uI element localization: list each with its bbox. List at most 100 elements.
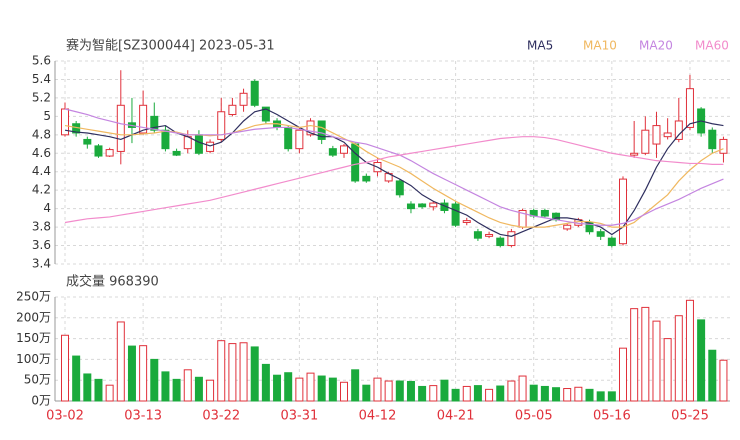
chart-title: 赛为智能[SZ300044] 2023-05-31 (66, 38, 275, 54)
volume-bar (239, 342, 248, 402)
volume-bar (194, 376, 203, 402)
volume-bar (105, 384, 114, 402)
volume-bar (362, 384, 371, 402)
y-tick-label: 3.8 (32, 220, 51, 234)
volume-bar (685, 299, 694, 402)
volume-bar (206, 379, 215, 402)
y-tick-label: 4 (43, 201, 51, 215)
x-tick-label: 03-02 (46, 409, 84, 424)
volume-bar (708, 349, 717, 402)
candle-body (362, 175, 371, 182)
volume-bar (261, 363, 270, 402)
volume-bar (473, 385, 482, 402)
x-tick-label: 05-16 (593, 409, 631, 424)
volume-bar (563, 388, 572, 402)
ma-line (64, 136, 724, 224)
candle-body (250, 80, 259, 106)
candle-body (685, 88, 694, 128)
candle-body (328, 148, 337, 156)
candle-body (652, 125, 661, 145)
volume-bar (507, 380, 516, 402)
legend-label: MA60 (695, 39, 729, 53)
volume-bar (228, 343, 237, 402)
y-tick-label: 4.4 (32, 164, 51, 178)
candle-body (619, 178, 627, 245)
candle-body (630, 152, 639, 156)
volume-bar (139, 345, 148, 402)
volume-bar (328, 377, 337, 402)
y-tick-label: 5.4 (32, 72, 51, 86)
volume-bar (697, 319, 706, 402)
volume-bar (250, 346, 259, 402)
y-tick-label: 5.6 (32, 54, 51, 68)
candle-body (462, 220, 471, 223)
volume-bar (172, 378, 181, 402)
volume-title: 成交量 968390 (66, 274, 159, 290)
volume-bar (552, 387, 561, 402)
y-tick-label: 150万 (16, 331, 51, 345)
candle-body (94, 145, 103, 157)
volume-bar (306, 372, 315, 402)
volume-bar (295, 377, 304, 402)
candle-body (351, 143, 360, 182)
legend-label: MA20 (639, 39, 673, 53)
candle-body (418, 203, 427, 208)
candle-body (116, 104, 125, 152)
volume-bar (440, 379, 449, 402)
candle-body (451, 203, 460, 226)
y-tick-label: 4.6 (32, 146, 51, 160)
volume-bar (284, 372, 293, 402)
x-tick-label: 03-31 (280, 409, 318, 424)
candle-body (83, 138, 92, 145)
candle-body (719, 138, 728, 154)
volume-bar (61, 334, 69, 402)
candle-body (295, 129, 304, 150)
candle-body (395, 180, 404, 196)
volume-bar (217, 340, 226, 402)
x-tick-label: 04-21 (437, 409, 475, 424)
volume-bar (485, 388, 494, 402)
y-tick-label: 3.4 (32, 257, 51, 271)
candle-body (585, 221, 594, 233)
candle-body (406, 203, 415, 210)
x-tick-label: 05-05 (515, 409, 553, 424)
volume-bar (462, 385, 471, 402)
y-tick-label: 4.2 (32, 183, 51, 197)
candle-body (206, 141, 215, 152)
y-tick-label: 200万 (16, 310, 51, 324)
candle-body (194, 134, 203, 154)
volume-bar (596, 391, 605, 402)
volume-bar (116, 321, 125, 402)
volume-bar (373, 377, 382, 402)
candle-body (284, 126, 293, 150)
volume-bar (619, 347, 627, 402)
volume-bar (273, 374, 282, 402)
volume-bar (395, 380, 404, 402)
volume-bar (540, 385, 549, 402)
candle-body (540, 209, 549, 217)
volume-bar (719, 359, 728, 402)
volume-bar (607, 391, 616, 402)
volume-bar (72, 355, 81, 402)
volume-bar (574, 386, 583, 402)
candle-body (507, 231, 516, 247)
volume-bar (674, 315, 683, 402)
y-tick-label: 5 (43, 109, 51, 123)
volume-bar (83, 373, 92, 402)
volume-bar (529, 384, 538, 402)
volume-bar (451, 388, 460, 402)
volume-bar (418, 385, 427, 402)
x-tick-label: 03-13 (124, 409, 162, 424)
volume-bar (518, 375, 527, 402)
y-tick-label: 3.6 (32, 238, 51, 252)
candle-body (261, 106, 270, 122)
legend-label: MA10 (583, 39, 617, 53)
candle-body (496, 237, 505, 247)
volume-bar (641, 306, 650, 402)
candle-body (306, 120, 315, 136)
candle-body (139, 104, 148, 134)
candle-body (641, 129, 650, 154)
candle-body (161, 129, 170, 150)
x-tick-label: 04-12 (359, 409, 397, 424)
candle-body (429, 202, 438, 208)
